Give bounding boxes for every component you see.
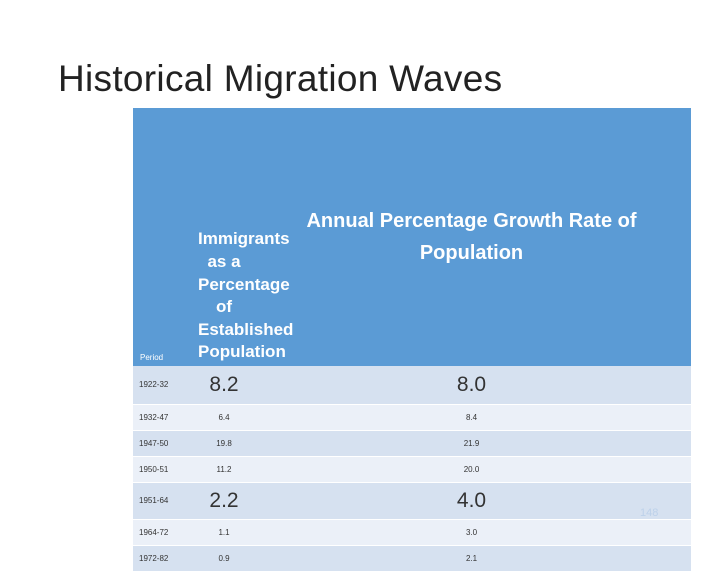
- table-row: 1972-82 0.9 2.1: [133, 545, 691, 572]
- table-row: 1951-64 2.2 4.0: [133, 482, 691, 520]
- table-row: 1950-51 11.2 20.0: [133, 456, 691, 483]
- header-immigrants-percentage: Immigrants as a Percentage of Establishe…: [196, 108, 293, 366]
- growth-cell: 4.0: [252, 482, 691, 520]
- period-cell: 1950-51: [133, 456, 196, 483]
- period-cell: 1951-64: [133, 482, 196, 520]
- table-header-row: Period Immigrants as a Percentage of Est…: [133, 108, 691, 366]
- immigrants-cell: 6.4: [196, 404, 252, 431]
- immigrants-cell: 19.8: [196, 430, 252, 457]
- period-cell: 1972-82: [133, 545, 196, 572]
- header-period: Period: [133, 108, 196, 366]
- immigrants-cell: 0.9: [196, 545, 252, 572]
- table-row: 1964-72 1.1 3.0: [133, 519, 691, 546]
- immigrants-cell: 1.1: [196, 519, 252, 546]
- slide-title: Historical Migration Waves: [58, 58, 503, 99]
- table-row: 1922-32 8.2 8.0: [133, 366, 691, 405]
- growth-cell: 3.0: [252, 519, 691, 546]
- period-cell: 1947-50: [133, 430, 196, 457]
- immigrants-cell: 8.2: [196, 366, 252, 405]
- table-row: 1947-50 19.8 21.9: [133, 430, 691, 457]
- period-cell: 1932-47: [133, 404, 196, 431]
- immigrants-cell: 11.2: [196, 456, 252, 483]
- header-growth-rate: Annual Percentage Growth Rate of Populat…: [252, 108, 691, 366]
- slide-number: 148: [640, 507, 659, 519]
- growth-cell: 21.9: [252, 430, 691, 457]
- immigrants-cell: 2.2: [196, 482, 252, 520]
- growth-cell: 2.1: [252, 545, 691, 572]
- growth-cell: 8.0: [252, 366, 691, 405]
- table-row: 1932-47 6.4 8.4: [133, 404, 691, 431]
- growth-cell: 20.0: [252, 456, 691, 483]
- period-cell: 1964-72: [133, 519, 196, 546]
- period-cell: 1922-32: [133, 366, 196, 405]
- growth-cell: 8.4: [252, 404, 691, 431]
- migration-table: Period Immigrants as a Percentage of Est…: [133, 108, 691, 572]
